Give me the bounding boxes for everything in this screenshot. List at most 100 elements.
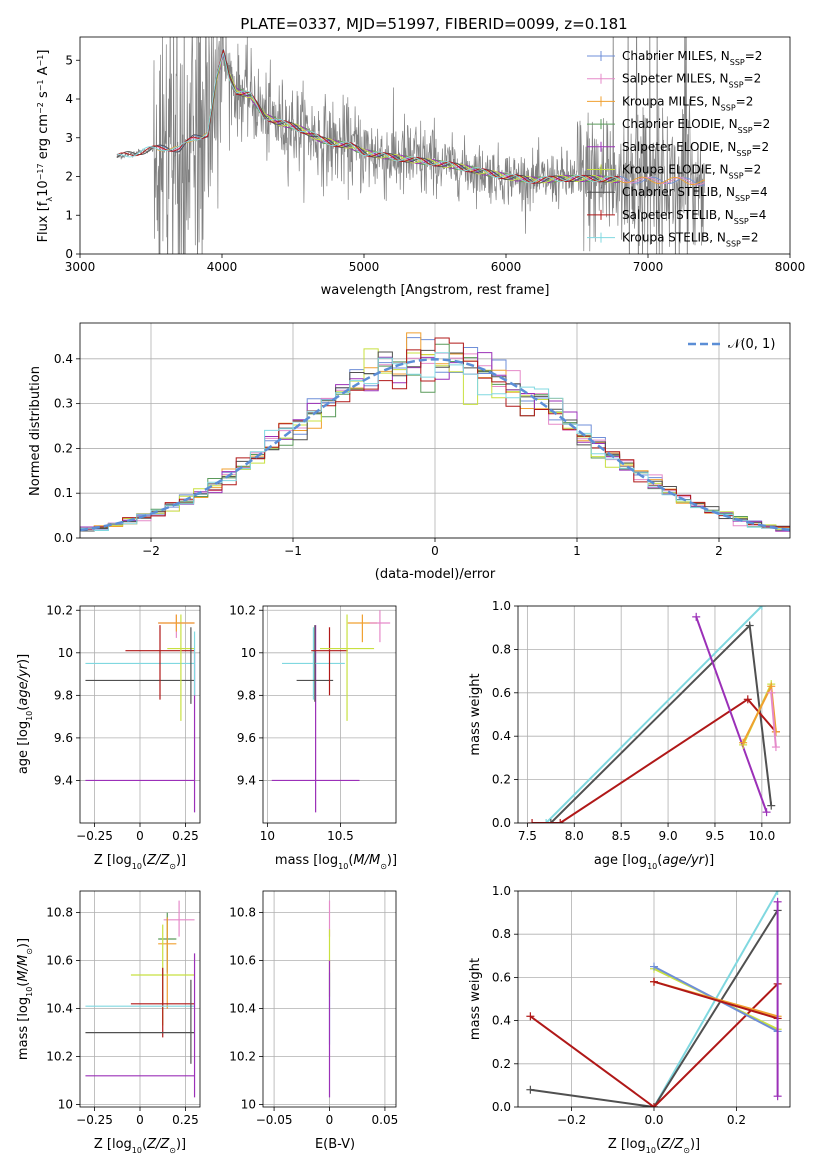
x-tick-label: 8.0 (565, 829, 584, 843)
axes-frame (262, 605, 397, 824)
label-part: mass [log (275, 853, 338, 868)
label-part: mass [log (16, 997, 31, 1060)
series-line (545, 606, 763, 823)
y-tick-label: 9.8 (237, 688, 256, 702)
spectrum-panel: 3000 4000 5000 6000 7000 8000 0 1 2 3 4 5 wavelength… (36, 36, 805, 298)
y-tick-label: 1.0 (492, 599, 511, 613)
y-tick-label: 5 (65, 53, 73, 67)
y-tick-label: 0.0 (492, 1100, 511, 1114)
mass-vs-extinction-panel: −0.05 0 0.05 10 10.2 10.4 10.6 10.8 E(B-V) (229, 890, 399, 1152)
plot-area (85, 614, 196, 813)
x-tick-label: −0.25 (76, 1113, 113, 1127)
y-tick-label: 0.8 (492, 642, 511, 656)
label-part: =2 (751, 140, 769, 154)
x-tick-label: −2 (142, 544, 160, 558)
label-part: Z/Z (660, 1137, 684, 1152)
y-tick-label: 10.8 (229, 906, 256, 920)
x-tick-label: 7000 (633, 260, 664, 274)
axes-frame (262, 890, 397, 1108)
label-part: )] (16, 938, 31, 948)
label-part: ⊙ (169, 1146, 176, 1155)
label-part: ( (16, 706, 31, 711)
y-axis-label: mass [log10(M/M⊙)] (16, 938, 34, 1060)
mass-weight-vs-metallicity-panel: −0.2 0.0 0.2 0.0 0.2 0.4 0.6 0.8 1.0 mass weight Z… (468, 884, 791, 1155)
label-part: −1 (36, 79, 45, 91)
legend-label: Salpeter STELIB, NSSP=4 (622, 208, 766, 226)
legend-label: Chabrier MILES, NSSP=2 (622, 49, 762, 67)
observed-spectrum-line (116, 37, 706, 254)
y-tick-label: 0.3 (54, 397, 73, 411)
x-axis-label: Z [log10(Z/Z⊙)] (94, 1137, 186, 1155)
y-tick-label: 0 (65, 247, 73, 261)
series-line (653, 980, 778, 1020)
y-tick-label: 9.6 (54, 731, 73, 745)
label-part: 10 (646, 1146, 656, 1155)
x-tick-label: 10 (260, 829, 275, 843)
label-part: A (36, 66, 51, 79)
label-part: SSP (730, 58, 745, 67)
label-part: SSP (736, 148, 751, 157)
x-axis-label: Z [log10(Z/Z⊙)] (94, 853, 186, 871)
label-part: =2 (744, 163, 762, 177)
label-part: age [log (16, 721, 31, 774)
y-tick-label: 1 (65, 208, 73, 222)
x-tick-label: 9.5 (705, 829, 724, 843)
label-part: 10 (132, 862, 142, 871)
x-tick-label: −1 (284, 544, 302, 558)
x-tick-label: −0.25 (76, 829, 113, 843)
x-tick-label: −0.05 (256, 1113, 293, 1127)
plot-area (271, 610, 391, 813)
series-line (532, 697, 777, 823)
legend-label: Chabrier STELIB, NSSP=4 (622, 185, 768, 203)
figure-title: PLATE=0337, MJD=51997, FIBERID=0099, z=0… (240, 15, 627, 33)
axes-frame (517, 890, 791, 1108)
label-part: Chabrier STELIB, N (622, 185, 735, 199)
label-part: 10 (36, 180, 51, 197)
legend-label: Kroupa STELIB, NSSP=2 (622, 231, 759, 249)
plot-area (528, 606, 780, 823)
y-tick-label: 10 (58, 1098, 73, 1112)
plot-area (85, 900, 196, 1098)
y-axis-label: age [log10(age/yr)] (16, 654, 34, 774)
label-part: Z [log (608, 1137, 646, 1152)
x-tick-label: 3000 (65, 260, 96, 274)
x-tick-label: 0 (136, 1113, 144, 1127)
y-tick-label: 9.6 (237, 731, 256, 745)
label-part: λ (45, 197, 54, 202)
y-tick-label: 10.8 (46, 906, 73, 920)
y-tick-label: 0.4 (492, 729, 511, 743)
label-part: ( (348, 853, 353, 868)
y-tick-label: 9.4 (237, 773, 256, 787)
label-part: ( (656, 1137, 661, 1152)
x-tick-label: 0.05 (372, 1113, 399, 1127)
label-part: Salpeter STELIB, N (622, 208, 734, 222)
label-part: Kroupa ELODIE, N (622, 163, 729, 177)
x-tick-label: 0 (136, 829, 144, 843)
label-part: Salpeter ELODIE, N (622, 140, 736, 154)
y-tick-label: 1.0 (492, 884, 511, 898)
y-tick-label: 9.4 (54, 773, 73, 787)
y-tick-label: 10.6 (46, 954, 73, 968)
model-spectrum-line (156, 49, 705, 186)
series-line (770, 692, 777, 748)
label-part: =2 (744, 72, 762, 86)
legend-label: Salpeter MILES, NSSP=2 (622, 72, 761, 90)
y-tick-label: 10 (58, 646, 73, 660)
y-axis-label: mass weight (468, 673, 483, 755)
y-tick-label: 2 (65, 170, 73, 184)
label-part: M/M (16, 955, 31, 982)
label-part: Chabrier MILES, N (622, 49, 730, 63)
label-part: Z/Z (146, 1137, 170, 1152)
y-tick-label: 10.6 (229, 954, 256, 968)
x-axis-label: Z [log10(Z/Z⊙)] (608, 1137, 700, 1155)
series-line (529, 983, 779, 1107)
series-line (530, 909, 779, 1107)
label-part: =2 (736, 94, 754, 108)
label-part: ⊙ (683, 1146, 690, 1155)
x-tick-label: 6000 (491, 260, 522, 274)
label-part: ] (36, 50, 51, 55)
x-tick-label: 7.5 (518, 829, 537, 843)
x-tick-label: 5000 (349, 260, 380, 274)
label-part: 10 (338, 862, 348, 871)
y-tick-label: 0.1 (54, 486, 73, 500)
